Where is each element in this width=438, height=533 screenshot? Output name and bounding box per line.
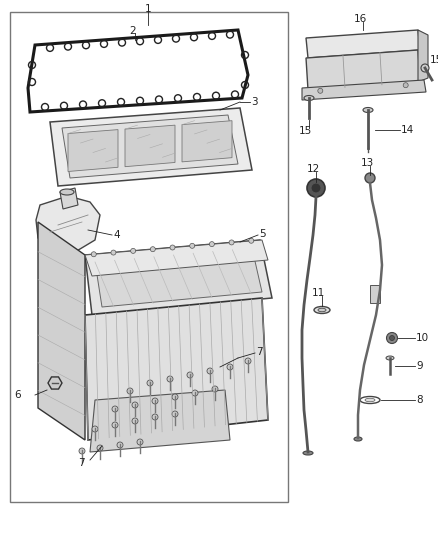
Circle shape — [79, 448, 85, 454]
Circle shape — [111, 250, 116, 255]
Circle shape — [91, 252, 96, 257]
Text: 1: 1 — [145, 4, 151, 14]
Circle shape — [389, 335, 395, 341]
Circle shape — [132, 418, 138, 424]
Circle shape — [318, 88, 323, 93]
Ellipse shape — [304, 95, 314, 101]
Text: 10: 10 — [416, 333, 429, 343]
Circle shape — [311, 183, 321, 193]
Circle shape — [227, 364, 233, 370]
Circle shape — [245, 358, 251, 364]
Polygon shape — [85, 298, 268, 440]
Polygon shape — [90, 390, 230, 452]
Polygon shape — [62, 115, 238, 178]
Polygon shape — [60, 188, 78, 209]
Polygon shape — [38, 222, 85, 440]
Circle shape — [152, 398, 158, 404]
Polygon shape — [85, 240, 268, 276]
Polygon shape — [36, 196, 100, 252]
Circle shape — [192, 390, 198, 396]
Ellipse shape — [303, 451, 313, 455]
Circle shape — [92, 426, 98, 432]
Circle shape — [150, 247, 155, 252]
Text: 2: 2 — [130, 26, 136, 36]
Text: 8: 8 — [416, 395, 423, 405]
Ellipse shape — [60, 189, 74, 195]
Circle shape — [112, 422, 118, 428]
Text: 12: 12 — [306, 164, 320, 174]
Circle shape — [386, 333, 398, 343]
Polygon shape — [95, 248, 262, 307]
Text: 9: 9 — [416, 361, 423, 371]
Circle shape — [131, 248, 136, 253]
Ellipse shape — [386, 356, 394, 360]
Bar — [10, 12, 288, 502]
Circle shape — [212, 386, 218, 392]
Circle shape — [117, 442, 123, 448]
Circle shape — [172, 411, 178, 417]
Ellipse shape — [363, 108, 373, 112]
Circle shape — [127, 388, 133, 394]
Text: 3: 3 — [251, 97, 258, 107]
Ellipse shape — [318, 308, 326, 312]
Circle shape — [421, 64, 429, 72]
Circle shape — [172, 394, 178, 400]
Polygon shape — [418, 30, 428, 82]
Circle shape — [132, 402, 138, 408]
Circle shape — [137, 439, 143, 445]
Circle shape — [187, 372, 193, 378]
Circle shape — [112, 406, 118, 412]
Circle shape — [365, 173, 375, 183]
Circle shape — [307, 179, 325, 197]
Polygon shape — [48, 377, 62, 389]
Ellipse shape — [314, 306, 330, 313]
Circle shape — [229, 240, 234, 245]
Polygon shape — [370, 285, 380, 303]
Polygon shape — [68, 130, 118, 172]
Polygon shape — [85, 240, 272, 315]
Text: 4: 4 — [113, 230, 120, 240]
Circle shape — [170, 245, 175, 250]
Circle shape — [147, 380, 153, 386]
Circle shape — [249, 238, 254, 243]
Polygon shape — [306, 50, 420, 90]
Text: 6: 6 — [14, 390, 21, 400]
Polygon shape — [125, 125, 175, 167]
Text: 13: 13 — [360, 158, 374, 168]
Circle shape — [207, 368, 213, 374]
Polygon shape — [50, 108, 252, 186]
Polygon shape — [306, 30, 420, 58]
Text: 5: 5 — [259, 229, 265, 239]
Ellipse shape — [365, 398, 375, 402]
Circle shape — [97, 445, 103, 451]
Text: 15: 15 — [430, 55, 438, 65]
Circle shape — [152, 414, 158, 420]
Circle shape — [403, 83, 408, 88]
Ellipse shape — [354, 437, 362, 441]
Text: 14: 14 — [401, 125, 414, 135]
Polygon shape — [182, 120, 232, 162]
Text: 16: 16 — [353, 14, 367, 24]
Text: 7: 7 — [256, 347, 263, 357]
Text: 7: 7 — [78, 458, 85, 468]
Circle shape — [167, 376, 173, 382]
Text: 11: 11 — [311, 288, 325, 298]
Polygon shape — [302, 80, 426, 100]
Text: 15: 15 — [298, 126, 311, 136]
Circle shape — [190, 243, 194, 248]
Circle shape — [209, 241, 214, 247]
